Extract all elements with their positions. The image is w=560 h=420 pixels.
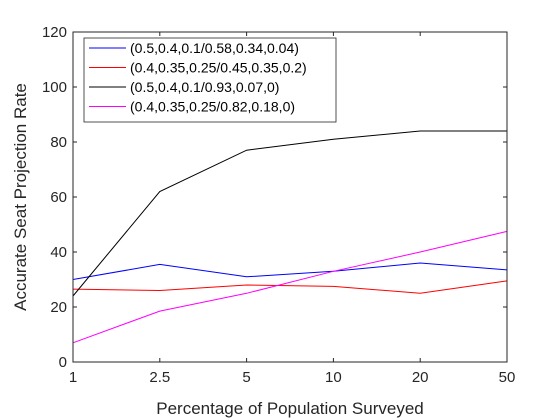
x-tick-label: 20 (412, 369, 429, 386)
y-axis: 0 20 40 60 80 100 120 (42, 24, 507, 371)
x-tick-label: 10 (325, 369, 342, 386)
legend-label-1: (0.5,0.4,0.1/0.58,0.34,0.04) (130, 40, 299, 56)
series-line-4 (72, 230, 508, 344)
series-line-3 (72, 130, 507, 297)
y-axis-title: Accurate Seat Projection Rate (11, 83, 30, 311)
legend-label-2: (0.4,0.35,0.25/0.45,0.35,0.2) (130, 60, 307, 76)
plot-lines (72, 130, 508, 344)
legend-box (83, 37, 337, 123)
y-tick-label: 0 (59, 354, 67, 371)
y-tick-label: 20 (50, 299, 67, 316)
legend-label-4: (0.4,0.35,0.25/0.82,0.18,0) (130, 99, 295, 115)
series-line-1 (72, 262, 508, 280)
y-tick-label: 120 (42, 24, 67, 41)
y-tick-label: 40 (50, 244, 67, 261)
legend-label-3: (0.5,0.4,0.1/0.93,0.07,0) (130, 79, 279, 95)
x-tick-label: 2.5 (149, 369, 170, 386)
y-tick-label: 60 (50, 189, 67, 206)
y-tick-label: 100 (42, 79, 67, 96)
x-axis: 1 2.5 5 10 20 50 (69, 32, 516, 386)
x-axis-title: Percentage of Population Surveyed (156, 399, 423, 418)
x-tick-label: 1 (69, 369, 77, 386)
legend: (0.5,0.4,0.1/0.58,0.34,0.04) (0.4,0.35,0.… (83, 37, 337, 123)
series-line-2 (72, 280, 508, 294)
x-tick-label: 50 (499, 369, 516, 386)
y-tick-label: 80 (50, 134, 67, 151)
x-tick-label: 5 (242, 369, 250, 386)
